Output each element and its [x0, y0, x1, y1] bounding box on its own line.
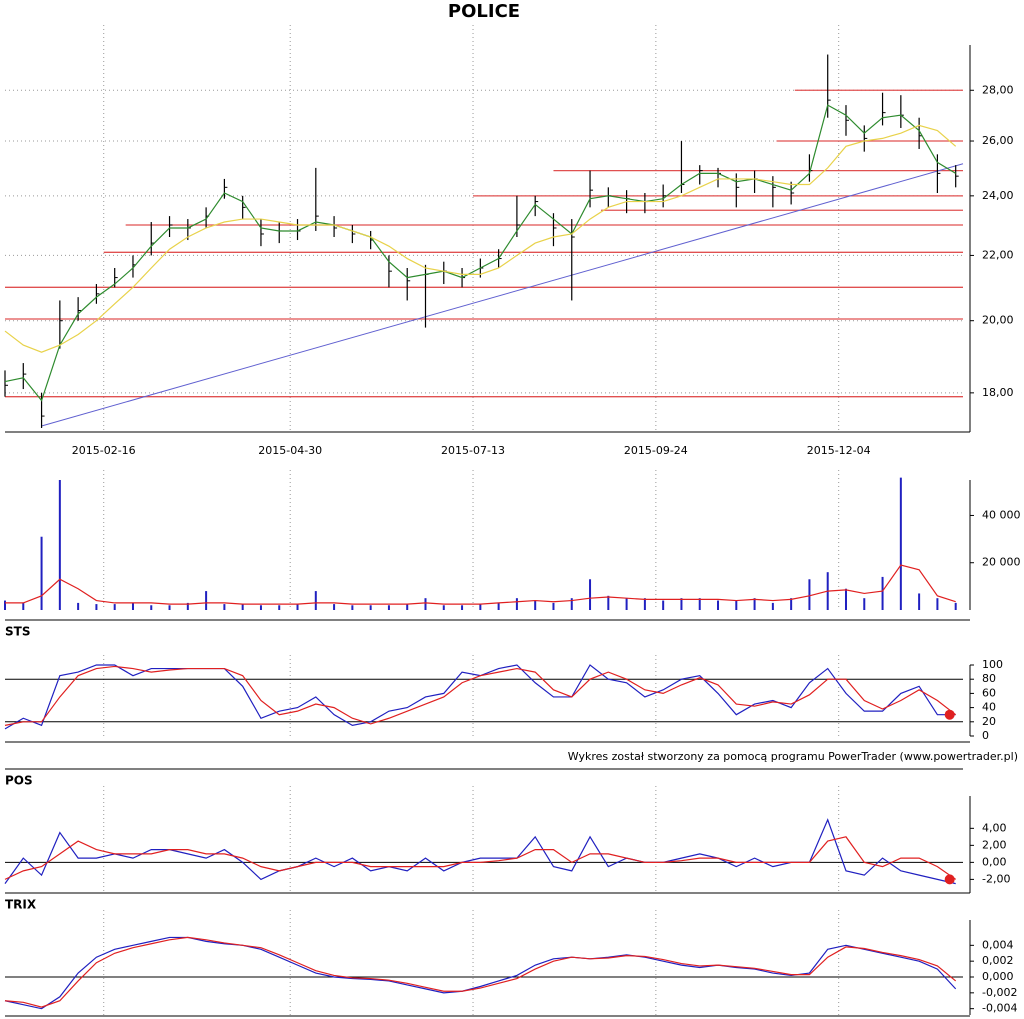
volume-bar — [387, 605, 390, 610]
volume-bar — [113, 604, 116, 610]
volume-bar — [205, 591, 208, 610]
volume-bar — [954, 602, 957, 610]
y-tick-label: 26,00 — [982, 134, 1014, 147]
x-tick-label: 2015-02-16 — [72, 444, 136, 457]
volume-bar — [278, 605, 281, 610]
volume-bar — [241, 604, 244, 610]
y-tick-label: 0,00 — [982, 855, 1007, 868]
y-tick-label: 20 — [982, 715, 996, 728]
volume-bar — [461, 605, 464, 610]
y-tick-label: 18,00 — [982, 386, 1014, 399]
volume-bar — [771, 602, 774, 610]
volume-bar — [296, 604, 299, 610]
y-tick-label: 80 — [982, 672, 996, 685]
volume-bar — [863, 598, 866, 610]
panel-title: POS — [5, 774, 33, 788]
indicator-line — [4, 936, 957, 1008]
volume-bar — [589, 579, 592, 610]
volume-bar — [552, 602, 555, 610]
volume-bar — [77, 602, 80, 610]
panel-title: TRIX — [5, 898, 37, 912]
y-tick-label: 40 — [982, 701, 996, 714]
volume-bar — [40, 536, 43, 610]
moving-average — [4, 124, 957, 353]
volume-bar — [662, 600, 665, 610]
y-tick-label: 0,000 — [982, 970, 1014, 983]
y-tick-label: 40 000 — [982, 508, 1021, 521]
volume-bar — [314, 591, 317, 610]
y-tick-label: -0,004 — [982, 1002, 1017, 1015]
panel-title: STS — [5, 625, 30, 639]
signal-dot — [944, 874, 955, 885]
volume-bar — [899, 477, 902, 610]
indicator-line — [4, 664, 956, 730]
volume-bar — [58, 480, 61, 610]
y-tick-label: -2,00 — [982, 872, 1010, 885]
x-tick-label: 2015-04-30 — [258, 444, 322, 457]
volume-bar — [186, 602, 189, 610]
volume-bar — [881, 576, 884, 610]
volume-bar — [643, 598, 646, 610]
y-tick-label: -0,002 — [982, 986, 1017, 999]
volume-bar — [424, 598, 427, 610]
volume-bar — [717, 600, 720, 610]
trend-line — [41, 163, 964, 427]
volume-bar — [22, 602, 25, 610]
chart-title: POLICE — [448, 1, 520, 22]
volume-bar — [497, 602, 500, 610]
signal-dot — [944, 709, 955, 720]
volume-bar — [570, 598, 573, 610]
indicator-line — [4, 836, 957, 880]
volume-bar — [625, 598, 628, 610]
volume-bar — [735, 600, 738, 610]
y-tick-label: 60 — [982, 686, 996, 699]
volume-bar — [698, 598, 701, 610]
volume-bar — [406, 604, 409, 610]
volume-bar — [808, 579, 811, 610]
y-tick-label: 20,00 — [982, 314, 1014, 327]
volume-bar — [607, 595, 610, 610]
y-tick-label: 0 — [982, 729, 989, 742]
volume-bar — [918, 593, 921, 610]
volume-bar — [259, 605, 262, 610]
volume-bar — [844, 588, 847, 610]
volume-bar — [150, 605, 153, 610]
volume-bar — [534, 600, 537, 610]
volume-bar — [936, 598, 939, 610]
volume-average — [5, 564, 956, 605]
volume-bar — [680, 598, 683, 610]
x-tick-label: 2015-09-24 — [624, 444, 688, 457]
volume-bar — [790, 598, 793, 610]
indicator-line — [4, 936, 957, 1010]
volume-bar — [333, 604, 336, 610]
footer-note: Wykres został stworzony za pomocą progra… — [568, 750, 1018, 763]
y-tick-label: 4,00 — [982, 821, 1007, 834]
y-tick-label: 2,00 — [982, 838, 1007, 851]
y-tick-label: 100 — [982, 658, 1003, 671]
indicator-line — [4, 665, 957, 726]
volume-bar — [479, 604, 482, 610]
y-tick-label: 0,004 — [982, 938, 1014, 951]
volume-bar — [4, 600, 6, 610]
volume-bar — [753, 598, 756, 610]
volume-bar — [95, 604, 98, 610]
volume-bar — [351, 605, 354, 610]
x-tick-label: 2015-12-04 — [807, 444, 871, 457]
volume-bar — [369, 605, 372, 610]
volume-bar — [515, 598, 518, 610]
indicator-line — [4, 818, 956, 885]
y-tick-label: 20 000 — [982, 556, 1021, 569]
y-tick-label: 24,00 — [982, 189, 1014, 202]
volume-bar — [131, 602, 134, 610]
volume-bar — [442, 605, 445, 610]
x-tick-label: 2015-07-13 — [441, 444, 505, 457]
volume-bar — [168, 605, 171, 610]
volume-bar — [223, 604, 226, 610]
y-tick-label: 22,00 — [982, 248, 1014, 261]
y-tick-label: 28,00 — [982, 83, 1014, 96]
y-tick-label: 0,002 — [982, 954, 1014, 967]
